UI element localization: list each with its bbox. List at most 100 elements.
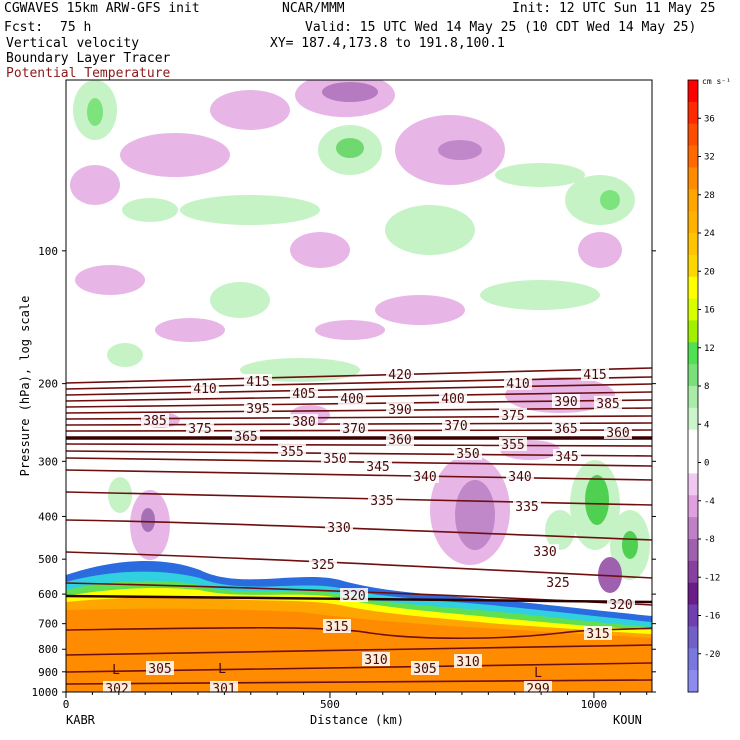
colorbar-tick-label: 12 — [704, 344, 715, 354]
isentrope-label: 355 — [501, 438, 524, 453]
y-tick-label: 1000 — [32, 686, 59, 699]
valid-time: Valid: 15 UTC Wed 14 May 25 (10 CDT Wed … — [305, 20, 697, 35]
isentrope-label-bg — [340, 588, 368, 602]
isentrope-label: 380 — [292, 415, 315, 430]
colorbar-tick-label: 28 — [704, 191, 715, 201]
colorbar-swatch — [688, 495, 698, 518]
isentrope-label: 325 — [546, 576, 569, 591]
colorbar-swatch — [688, 626, 698, 649]
colorbar-swatch — [688, 211, 698, 234]
isentrope-label: 410 — [506, 377, 529, 392]
isentrope-label-bg — [553, 449, 581, 463]
isentrope-label: 375 — [501, 409, 524, 424]
y-axis-label: Pressure (hPa), log scale — [18, 296, 32, 477]
isentrope-label-bg — [584, 626, 612, 640]
colorbar-swatch — [688, 364, 698, 387]
plot-area: 420 415 415 410 410 405 400 400 395 390 390 385 385 3… — [66, 80, 652, 697]
y-tick-label: 700 — [38, 618, 58, 631]
x-tick-label: 1000 — [581, 698, 608, 711]
colorbar-swatch — [688, 560, 698, 584]
colorbar-swatch — [688, 582, 698, 606]
colorbar-tick-label: -12 — [704, 573, 720, 583]
colorbar-tick-label: 32 — [704, 153, 715, 163]
isentrope-label-bg — [552, 421, 580, 435]
forecast-label: Fcst: — [4, 20, 44, 35]
y-tick-label: 200 — [38, 378, 58, 391]
y-tick-label: 100 — [38, 245, 58, 258]
isentrope-label-bg — [146, 661, 174, 675]
colorbar-tick-label: -16 — [704, 612, 720, 622]
isentrope-label-bg — [323, 619, 351, 633]
end-station-label: KOUN — [613, 713, 642, 727]
colorbar-tick-label: 20 — [704, 267, 715, 277]
colorbar-swatch — [688, 670, 698, 693]
isentrope-label-bg — [141, 413, 169, 427]
isentrope-label-bg — [499, 408, 527, 422]
colorbar-swatch — [688, 101, 698, 125]
y-tick-label: 400 — [38, 510, 58, 523]
init-time: Init: 12 UTC Sun 11 May 25 — [512, 1, 716, 16]
isentrope-label: 400 — [441, 392, 464, 407]
isentrope-label-bg — [411, 661, 439, 675]
isentrope-label: 365 — [234, 430, 257, 445]
isentrope-label: 305 — [148, 662, 171, 677]
isentrope-label: 345 — [366, 460, 389, 475]
isentrope-label-bg — [244, 401, 272, 415]
isentrope-label-bg — [210, 681, 238, 692]
colorbar-tick-label: 36 — [704, 114, 715, 124]
isentrope-label: 370 — [342, 422, 365, 437]
model-title: CGWAVES 15km ARW-GFS init — [4, 1, 200, 16]
isentrope-label: 390 — [554, 395, 577, 410]
isentrope-label-bg — [454, 654, 482, 668]
isentrope-label-bg — [232, 429, 260, 443]
isentrope-label: 390 — [388, 403, 411, 418]
isentrope-label: 302 — [105, 682, 128, 697]
isentrope-label: 420 — [388, 368, 411, 383]
isentrope-label-bg — [524, 681, 552, 692]
isentrope-label: 370 — [444, 419, 467, 434]
field-vertical-velocity: Vertical velocity — [6, 36, 140, 51]
isentrope-label-bg — [191, 381, 219, 395]
colorbar-swatch — [688, 407, 698, 431]
isentrope-label: 310 — [364, 653, 387, 668]
colorbar-swatch — [688, 276, 698, 300]
isentrope-label: 340 — [413, 470, 436, 485]
isentrope-label: 350 — [456, 447, 479, 462]
isentrope-label: 310 — [456, 655, 479, 670]
colorbar-swatch — [688, 386, 698, 409]
colorbar-swatch — [688, 473, 698, 496]
low-marker: L — [218, 662, 226, 677]
colorbar-swatch — [688, 648, 698, 671]
isentrope-label-bg — [362, 652, 390, 666]
isentrope-label-bg — [338, 391, 366, 405]
isentrope-label-bg — [439, 391, 467, 405]
isentrope-label-bg — [604, 425, 632, 439]
colorbar-tick-label: -4 — [704, 497, 715, 507]
x-axis: 0 500 1000 — [63, 692, 648, 711]
isentrope-label: 315 — [325, 620, 348, 635]
x-tick-label: 500 — [320, 698, 340, 711]
isentrope-label-bg — [504, 376, 532, 390]
isentrope-label: 410 — [193, 382, 216, 397]
isentrope-label-bg — [244, 374, 272, 388]
isentrope-label-bg — [325, 520, 353, 534]
field-potential-temperature: Potential Temperature — [6, 66, 171, 81]
colorbar-swatch — [688, 167, 698, 190]
center-label: NCAR/MMM — [282, 1, 345, 16]
isentrope-label-bg — [386, 402, 414, 416]
isentrope-label-bg — [364, 459, 392, 473]
isentrope-label: 375 — [188, 422, 211, 437]
isentrope-label-bg — [581, 367, 609, 381]
cross-section-endpoints: XY= 187.4,173.8 to 191.8,100.1 — [270, 36, 505, 51]
isentrope-label-bg — [594, 396, 622, 410]
colorbar-swatch — [688, 80, 698, 103]
colorbar-swatch — [688, 254, 698, 278]
colorbar-tick-label: 16 — [704, 306, 715, 316]
isentrope-label: 350 — [323, 452, 346, 467]
isentrope-label: 340 — [508, 470, 531, 485]
colorbar: 36 32 28 24 20 16 12 8 4 0 -4 -8 -12 -16 -20 — [687, 79, 720, 693]
isentrope-label: 330 — [327, 521, 350, 536]
isentrope-label: 345 — [555, 450, 578, 465]
